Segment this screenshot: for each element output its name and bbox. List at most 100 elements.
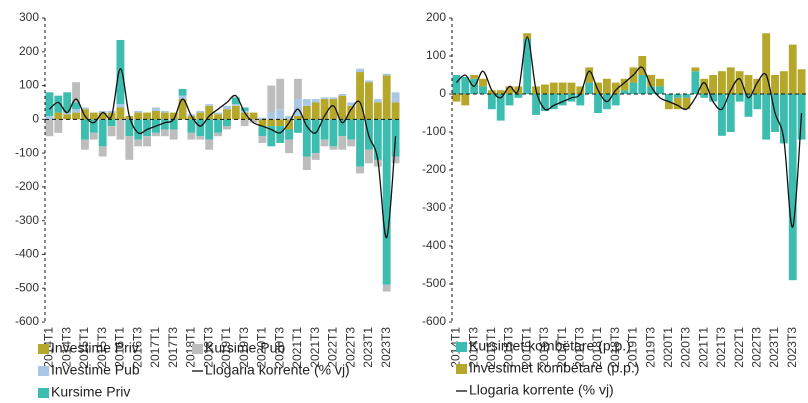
bar [523,33,532,39]
bar [116,104,125,108]
bar [196,112,205,120]
bar [223,119,231,127]
bar [302,156,311,170]
bar [143,119,151,137]
x-tick-label: 2017T3 [166,327,180,368]
bar [753,94,762,110]
x-tick-label: 2023T3 [379,327,393,368]
bar [523,38,532,94]
y-tick-label: 100 [19,78,39,92]
bar [45,115,54,120]
x-tick-label: 2016T3 [130,327,144,368]
bar [329,99,338,120]
bar [294,115,302,120]
line [455,36,803,228]
bar [63,114,72,120]
bar [294,78,302,100]
bar [116,107,125,120]
legend-label: Investimet kombëtare (p.p.) [469,360,639,376]
bar [45,92,54,116]
x-tick-label: 2017T1 [148,327,162,368]
bar [753,78,762,94]
bar [558,94,567,106]
bar [496,90,505,94]
bar [205,104,214,106]
bar [320,99,329,120]
x-tick-label: 2023T1 [361,327,375,368]
bar [576,86,585,94]
bar [762,94,771,140]
x-tick-label: 2016T1 [519,327,533,368]
x-tick-label: 2018T3 [201,327,215,368]
bar [107,126,116,137]
bar [338,136,347,150]
x-tick-label: 2020T3 [679,327,693,368]
bar [656,86,664,94]
bar [356,119,364,167]
bar [718,94,726,136]
bar [98,110,107,113]
y-tick-label: 0 [439,86,446,100]
x-tick-label: 2020T1 [661,327,675,368]
bar [311,99,320,103]
bar [214,114,222,120]
bar [285,119,293,130]
y-tick-label: 300 [19,10,39,24]
y-tick-label: -300 [422,200,446,214]
bar [134,139,143,147]
bar [81,109,89,120]
legend-swatch [456,342,467,352]
bar [391,102,400,120]
legend-label: Investime Pub [51,362,140,378]
bar [682,97,691,110]
x-tick-label: 2019T3 [643,327,657,368]
bar [267,85,276,113]
y-tick-label: 100 [426,48,446,62]
bar [541,94,549,112]
x-tick-label: 2018T1 [184,327,198,368]
x-tick-label: 2021T1 [696,327,710,368]
bar [558,82,567,94]
bar [347,105,356,120]
bar [72,102,80,110]
bar [611,94,620,106]
bar [594,94,602,113]
bar [107,119,116,127]
bar [700,94,709,98]
x-tick-label: 2016T1 [113,327,127,368]
legend-label: Kursime Priv [51,384,130,400]
bar [726,67,735,94]
bar [285,139,293,154]
bar [647,86,656,94]
bar [258,136,267,143]
legend-swatch [456,364,467,374]
bar [196,136,205,140]
y-tick-label: 200 [19,44,39,58]
bar [125,136,134,160]
bar [594,82,602,94]
bar [152,132,160,137]
x-tick-label: 2022T3 [749,327,763,368]
bar [382,73,391,76]
bar [567,82,576,94]
bar [664,101,673,110]
x-tick-label: 2023T3 [785,327,799,368]
bar [505,94,514,106]
bar [744,75,753,94]
bar [788,44,797,94]
x-tick-label: 2017T1 [555,327,569,368]
bar [549,82,558,94]
bar [98,146,107,157]
x-tick-label: 2014T3 [466,327,480,368]
bar [762,33,771,94]
bar [302,105,311,120]
bar [718,71,726,94]
bar [744,94,753,117]
bar [585,67,594,83]
bar [391,92,400,103]
bar [373,119,382,160]
bar [620,90,629,94]
bar [356,72,364,120]
bar [576,94,585,106]
